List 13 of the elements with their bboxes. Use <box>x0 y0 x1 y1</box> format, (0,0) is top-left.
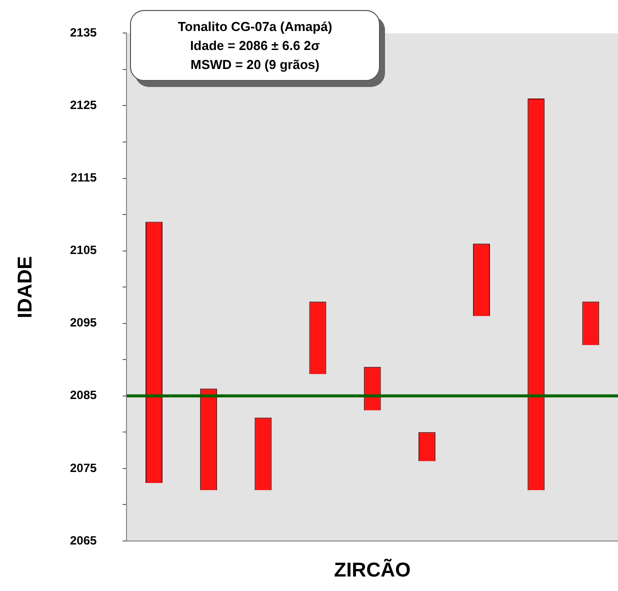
y-tick-label: 2085 <box>70 388 98 402</box>
annotation: Idade = 2086 ± 6.6 2σ <box>189 37 321 55</box>
y-axis-title: IDADE <box>14 256 37 318</box>
y-tick-label: 2065 <box>70 533 98 548</box>
annotation: MSWD = 20 (9 grãos) <box>190 56 320 74</box>
y-tick-label: 2115 <box>70 170 98 185</box>
x-axis-title: ZIRCÃO <box>334 558 411 582</box>
y-tick-label: 2125 <box>70 98 98 112</box>
y-tick-label: 2105 <box>70 243 98 258</box>
y-tick-label: 2135 <box>70 26 98 40</box>
y-tick-label: 2075 <box>70 460 98 475</box>
y-tick-label: 2095 <box>70 316 98 330</box>
annotation: Tonalito CG-07a (Amapá) <box>176 18 334 36</box>
